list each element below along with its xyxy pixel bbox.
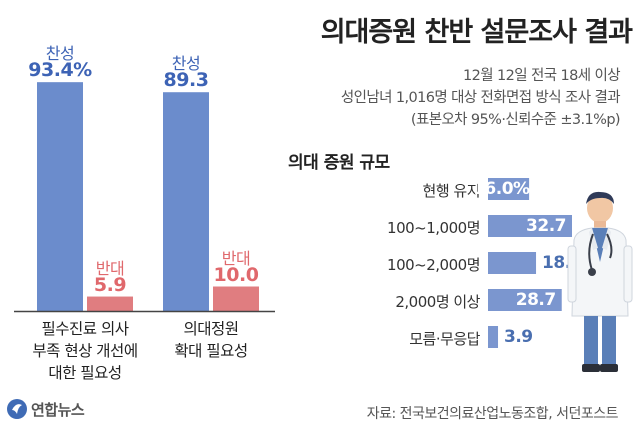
brand-logo: 연합뉴스	[6, 398, 85, 420]
hbar-value-1: 16.0%	[473, 179, 530, 199]
logo-text: 연합뉴스	[31, 400, 85, 419]
hbar-value-4: 28.7	[515, 290, 556, 310]
hbar-5	[488, 326, 499, 348]
hbar-category-5: 모름·무응답	[409, 330, 480, 348]
value-label-oppose-2: 10.0	[213, 263, 259, 286]
hbar-4	[488, 289, 562, 311]
horizontal-chart-title: 의대 증원 규모	[288, 153, 390, 173]
horizontal-bar-chart	[488, 178, 572, 348]
subtitle-line-3: (표본오차 95%·신뢰수준 ±3.1%p)	[410, 112, 621, 128]
subtitle-line-1: 12월 12일 전국 18세 이상	[463, 68, 621, 84]
bar-favor-2	[163, 92, 209, 311]
bar-oppose-2	[213, 286, 259, 311]
series-label-favor-1: 찬성	[45, 44, 75, 64]
hbar-category-1: 현행 유지	[422, 182, 481, 200]
vertical-bar-chart	[14, 82, 275, 313]
hbar-category-2: 100~1,000명	[387, 219, 480, 237]
doctor-illustration	[567, 191, 633, 372]
category-label-1-line-2: 부족 현상 개선에	[32, 342, 138, 360]
hbar-value-5: 3.9	[504, 327, 533, 347]
hbar-category-4: 2,000명 이상	[395, 293, 480, 311]
category-label-2-line-1: 의대정원	[183, 320, 239, 338]
value-label-favor-1: 93.4%	[28, 59, 92, 82]
hbar-3	[488, 252, 537, 274]
series-label-oppose-1: 반대	[95, 258, 125, 278]
hbar-value-2: 32.7	[526, 216, 566, 236]
chart-title: 의대증원 찬반 설문조사 결과	[320, 17, 633, 48]
category-label-1-line-3: 대한 필요성	[48, 364, 122, 382]
bar-oppose-1	[87, 296, 133, 311]
hbar-2	[488, 215, 572, 237]
value-label-oppose-1: 5.9	[93, 273, 127, 296]
category-label-1-line-1: 필수진료 의사	[41, 320, 130, 338]
category-label-2-line-2: 확대 필요성	[174, 342, 248, 360]
hbar-1	[488, 178, 530, 200]
source-note: 자료: 전국보건의료산업노동조합, 서던포스트	[366, 406, 619, 422]
bar-favor-1	[37, 82, 83, 311]
hbar-category-3: 100~2,000명	[387, 256, 480, 274]
series-label-favor-2: 찬성	[171, 54, 201, 74]
value-label-favor-2: 89.3	[163, 69, 209, 92]
yonhap-logo-icon	[7, 399, 27, 419]
subtitle-line-2: 성인남녀 1,016명 대상 전화면접 방식 조사 결과	[340, 90, 621, 106]
series-label-oppose-2: 반대	[221, 248, 251, 268]
